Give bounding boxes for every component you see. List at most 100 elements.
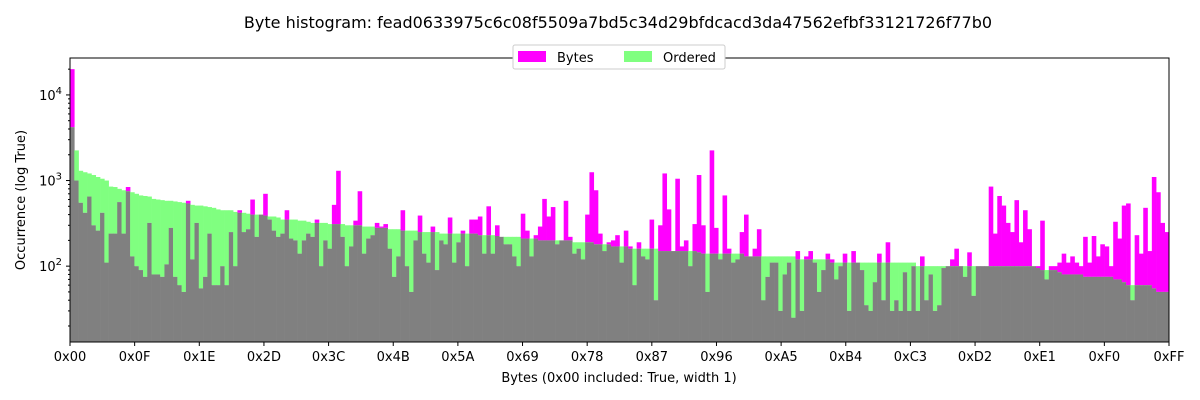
ordered-bar-247 bbox=[1130, 285, 1135, 301]
overlap-bar-227 bbox=[1044, 279, 1050, 342]
overlap-bar-190 bbox=[885, 262, 891, 342]
overlap-bar-202 bbox=[937, 305, 942, 342]
overlap-bar-160 bbox=[756, 256, 762, 342]
overlap-bar-171 bbox=[804, 259, 809, 342]
y-tick-label: 103 bbox=[39, 172, 62, 190]
overlap-bar-35 bbox=[220, 266, 225, 342]
overlap-bar-144 bbox=[688, 266, 693, 342]
overlap-bar-218 bbox=[1005, 266, 1011, 342]
ordered-bar-63 bbox=[340, 224, 346, 237]
ordered-bar-195 bbox=[907, 262, 912, 311]
overlap-bar-11 bbox=[117, 202, 122, 342]
overlap-bar-77 bbox=[400, 230, 406, 342]
x-tick-label: 0x4B bbox=[377, 350, 410, 365]
overlap-bar-250 bbox=[1143, 285, 1148, 342]
bytes-bar-72 bbox=[379, 226, 384, 228]
overlap-bar-0 bbox=[70, 127, 75, 342]
bytes-bar-45 bbox=[263, 193, 268, 216]
overlap-bar-109 bbox=[537, 240, 543, 342]
ordered-bar-203 bbox=[941, 266, 947, 269]
ordered-bar-92 bbox=[464, 233, 470, 267]
bytes-bar-209 bbox=[967, 252, 972, 267]
ordered-bar-193 bbox=[898, 262, 904, 311]
bytes-bar-206 bbox=[954, 248, 959, 267]
bytes-bar-237 bbox=[1087, 262, 1093, 277]
x-tick-label: 0x2D bbox=[247, 350, 281, 365]
bytes-bar-141 bbox=[675, 178, 680, 252]
overlap-bar-188 bbox=[877, 262, 882, 342]
overlap-bar-214 bbox=[988, 266, 994, 342]
overlap-bar-41 bbox=[246, 229, 251, 342]
bytes-bar-233 bbox=[1070, 256, 1075, 275]
overlap-bar-21 bbox=[160, 276, 165, 342]
bytes-bar-111 bbox=[546, 216, 552, 241]
ordered-bar-48 bbox=[276, 217, 281, 237]
bytes-bar-223 bbox=[1027, 229, 1032, 267]
overlap-bar-30 bbox=[198, 288, 204, 342]
ordered-bar-136 bbox=[653, 248, 659, 301]
bytes-bar-145 bbox=[692, 224, 698, 252]
overlap-bar-103 bbox=[512, 256, 517, 342]
bytes-bar-231 bbox=[1061, 253, 1067, 275]
bytes-bar-137 bbox=[658, 225, 663, 252]
ordered-bar-199 bbox=[924, 266, 929, 301]
overlap-bar-177 bbox=[829, 262, 835, 342]
bytes-bar-84 bbox=[430, 226, 436, 233]
overlap-bar-28 bbox=[190, 259, 195, 342]
bytes-bar-214 bbox=[988, 186, 994, 267]
overlap-bar-71 bbox=[374, 227, 380, 342]
ordered-bar-37 bbox=[228, 210, 234, 233]
ordered-bar-58 bbox=[318, 222, 324, 267]
ordered-bar-165 bbox=[778, 256, 783, 311]
ordered-bar-151 bbox=[718, 253, 723, 260]
bytes-bar-116 bbox=[567, 236, 573, 241]
bytes-bar-110 bbox=[542, 198, 547, 241]
overlap-bar-114 bbox=[559, 240, 564, 342]
bytes-bar-236 bbox=[1083, 236, 1088, 277]
bytes-bar-220 bbox=[1014, 200, 1020, 267]
bytes-bar-99 bbox=[495, 225, 500, 236]
overlap-bar-232 bbox=[1065, 274, 1071, 342]
ordered-bar-65 bbox=[349, 225, 354, 247]
y-tick-label: 104 bbox=[39, 86, 62, 104]
ordered-bar-174 bbox=[816, 259, 822, 292]
ordered-bar-70 bbox=[370, 226, 376, 236]
overlap-bar-27 bbox=[185, 203, 191, 342]
overlap-bar-93 bbox=[469, 233, 474, 342]
ordered-bar-98 bbox=[490, 235, 496, 254]
legend: Bytes Ordered bbox=[512, 44, 726, 70]
ordered-bar-202 bbox=[937, 266, 942, 306]
overlap-bar-68 bbox=[361, 253, 367, 342]
overlap-bar-51 bbox=[288, 238, 294, 342]
x-tick-label: 0x3C bbox=[312, 350, 345, 365]
overlap-bar-230 bbox=[1057, 272, 1062, 342]
bytes-bar-66 bbox=[353, 220, 358, 226]
overlap-bar-25 bbox=[177, 285, 182, 342]
overlap-bar-153 bbox=[726, 253, 732, 342]
ordered-bar-184 bbox=[859, 262, 865, 271]
overlap-bar-39 bbox=[237, 212, 243, 342]
bytes-bar-255 bbox=[1164, 232, 1169, 292]
overlap-bar-170 bbox=[799, 310, 805, 342]
y-axis-ticks: 102 103 104 bbox=[39, 68, 70, 327]
x-tick-label: 0x5A bbox=[441, 350, 474, 365]
ordered-bar-155 bbox=[735, 253, 740, 260]
ordered-bar-89 bbox=[452, 233, 457, 263]
overlap-bar-99 bbox=[495, 236, 500, 342]
overlap-bar-32 bbox=[207, 233, 212, 342]
bytes-bar-244 bbox=[1117, 238, 1123, 280]
overlap-bar-165 bbox=[778, 310, 783, 342]
ordered-bar-3 bbox=[82, 172, 88, 213]
bytes-bar-222 bbox=[1023, 210, 1028, 267]
ordered-bar-8 bbox=[104, 180, 109, 263]
bytes-bar-105 bbox=[520, 213, 526, 239]
overlap-bar-192 bbox=[894, 300, 899, 342]
ordered-bar-173 bbox=[812, 259, 818, 263]
overlap-bar-127 bbox=[615, 246, 620, 342]
x-tick-label: 0x69 bbox=[506, 350, 539, 365]
overlap-bar-178 bbox=[834, 279, 839, 342]
bytes-bar-106 bbox=[525, 230, 530, 239]
overlap-bar-107 bbox=[529, 256, 534, 342]
overlap-bar-22 bbox=[164, 264, 170, 342]
